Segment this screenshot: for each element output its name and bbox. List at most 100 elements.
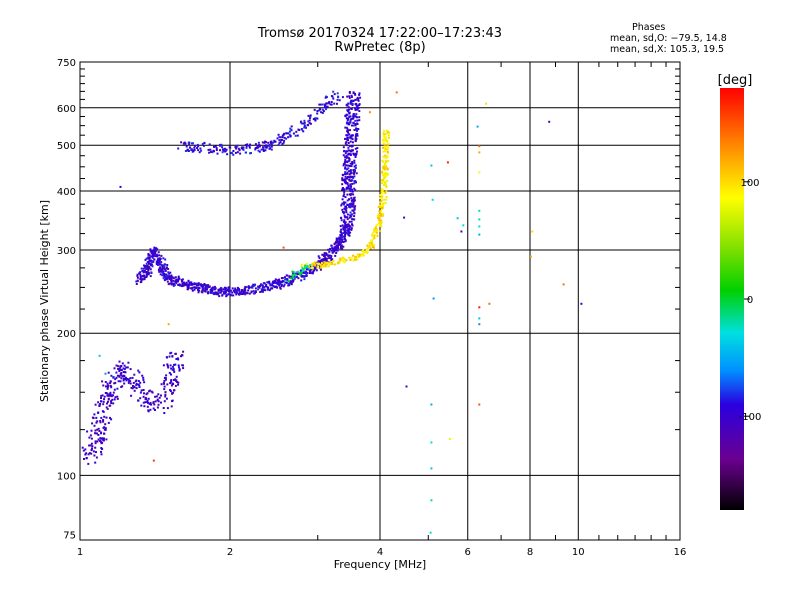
data-point xyxy=(248,292,251,295)
data-point xyxy=(343,150,346,152)
data-point xyxy=(378,223,381,226)
data-point xyxy=(133,373,136,376)
data-point xyxy=(101,437,104,440)
data-point xyxy=(344,173,346,176)
data-point xyxy=(354,134,357,137)
data-point xyxy=(241,147,244,150)
data-point xyxy=(280,280,283,283)
data-point xyxy=(372,235,375,238)
data-point xyxy=(105,406,108,409)
data-point xyxy=(346,134,349,137)
data-point xyxy=(386,172,389,175)
data-point xyxy=(346,176,349,178)
data-point xyxy=(304,125,307,128)
data-point xyxy=(288,283,291,285)
data-point xyxy=(385,145,388,148)
data-point xyxy=(160,401,162,404)
data-point xyxy=(325,252,328,255)
data-point xyxy=(385,167,387,170)
data-point xyxy=(346,216,349,219)
data-point xyxy=(345,141,348,144)
data-point xyxy=(405,385,408,388)
data-point xyxy=(99,420,102,422)
data-point xyxy=(91,445,94,448)
data-point xyxy=(285,132,288,135)
data-point xyxy=(324,108,327,111)
data-point xyxy=(347,160,350,163)
data-point xyxy=(98,404,101,407)
data-point xyxy=(326,262,329,265)
x-tick-label: 8 xyxy=(527,547,533,558)
data-point xyxy=(270,283,273,286)
data-point xyxy=(327,248,330,251)
data-point xyxy=(110,402,113,404)
data-point xyxy=(346,164,349,167)
data-point xyxy=(297,270,299,273)
data-point xyxy=(343,207,346,210)
data-point xyxy=(171,399,174,402)
data-point xyxy=(115,364,118,367)
data-point xyxy=(395,91,398,94)
data-point xyxy=(351,224,354,227)
data-point xyxy=(350,179,353,182)
data-point xyxy=(298,272,301,275)
data-point xyxy=(373,234,376,237)
data-point xyxy=(307,268,310,271)
data-point xyxy=(136,273,139,276)
data-point xyxy=(341,235,344,238)
data-point xyxy=(351,199,353,202)
data-point xyxy=(352,114,355,117)
data-point xyxy=(120,372,123,374)
data-point xyxy=(346,177,349,180)
data-point xyxy=(344,232,347,235)
data-point xyxy=(349,231,352,234)
data-point xyxy=(114,378,117,381)
data-point xyxy=(339,239,342,242)
data-point xyxy=(190,142,193,145)
data-point xyxy=(155,249,158,252)
data-point xyxy=(185,281,188,284)
data-point xyxy=(325,102,328,105)
data-point xyxy=(104,372,107,375)
data-point xyxy=(266,286,269,289)
data-point xyxy=(248,286,251,289)
data-point xyxy=(348,170,351,173)
data-point xyxy=(179,284,182,287)
data-point xyxy=(344,171,347,174)
data-point xyxy=(349,170,352,173)
data-point xyxy=(318,257,321,259)
data-point xyxy=(276,279,279,282)
data-point xyxy=(223,292,226,295)
data-point xyxy=(350,172,353,175)
data-point xyxy=(141,374,144,377)
data-point xyxy=(367,249,370,252)
data-point xyxy=(118,375,121,378)
data-point xyxy=(150,390,153,393)
data-point xyxy=(284,278,287,281)
data-point xyxy=(354,136,357,139)
data-point xyxy=(307,124,310,127)
data-point xyxy=(181,354,184,357)
data-point xyxy=(341,173,344,176)
data-points xyxy=(81,90,583,534)
data-point xyxy=(145,273,148,275)
data-point xyxy=(356,147,359,150)
data-point xyxy=(325,263,328,266)
data-point xyxy=(189,146,191,149)
data-point xyxy=(170,274,173,277)
data-point xyxy=(257,149,260,152)
data-point xyxy=(355,181,357,184)
data-point xyxy=(289,277,292,280)
data-point xyxy=(316,110,319,112)
data-point xyxy=(235,147,238,150)
data-point xyxy=(430,403,433,406)
data-point xyxy=(374,227,377,230)
data-point xyxy=(260,284,263,286)
data-point xyxy=(353,212,356,215)
data-point xyxy=(244,285,247,288)
data-point xyxy=(343,261,346,264)
data-point xyxy=(198,289,200,292)
data-point xyxy=(377,206,380,208)
data-point xyxy=(237,147,240,150)
data-point xyxy=(165,278,168,281)
